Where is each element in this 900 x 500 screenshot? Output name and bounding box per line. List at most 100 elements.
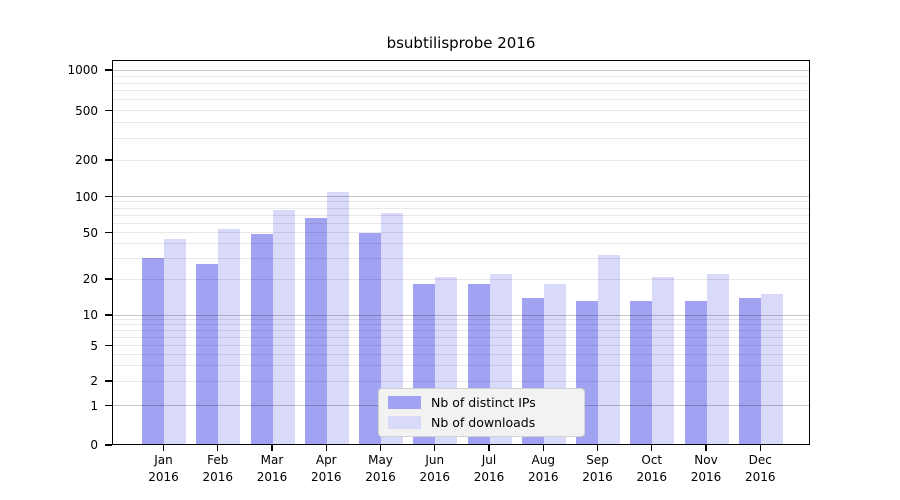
legend: Nb of distinct IPs Nb of downloads: [378, 388, 585, 437]
x-tick-mark: [162, 445, 165, 451]
x-tick-mark: [434, 445, 436, 451]
y-tick-mark: [105, 314, 112, 316]
bar-distinct-ips-apr: [304, 218, 327, 445]
gridline-minor: [113, 324, 809, 326]
bar-distinct-ips-jan: [142, 258, 164, 445]
x-tick-month: Jun: [425, 453, 445, 467]
y-tick-label: 2: [90, 374, 98, 388]
x-tick-label: Jun 2016: [405, 452, 465, 486]
gridline-minor: [113, 364, 809, 366]
bar-downloads-sep: [598, 255, 620, 445]
gridline-minor: [113, 243, 809, 245]
x-tick-month: Jan: [154, 453, 173, 467]
y-tick-label: 10: [82, 308, 98, 322]
x-tick-mark: [705, 445, 707, 451]
x-tick-month: Jul: [481, 453, 497, 467]
x-tick-label: Mar 2016: [242, 452, 302, 486]
x-tick-mark: [542, 445, 544, 451]
bar-distinct-ips-mar: [250, 233, 273, 445]
x-tick-label: Apr 2016: [296, 452, 356, 486]
x-tick-label: May 2016: [351, 452, 411, 486]
x-tick-mark: [596, 445, 599, 451]
x-tick-mark: [651, 445, 653, 451]
bar-distinct-ips-nov: [684, 301, 707, 445]
gridline-minor: [113, 330, 809, 332]
y-tick-label: 5: [90, 338, 98, 353]
bar-distinct-ips-oct: [630, 301, 653, 445]
x-tick-mark: [271, 445, 273, 451]
bar-distinct-ips-feb: [196, 263, 219, 445]
gridline-minor: [113, 99, 809, 101]
gridline-minor: [113, 380, 809, 382]
y-tick-mark: [105, 404, 112, 407]
x-tick-label: Aug 2016: [513, 452, 573, 486]
y-tick-label: 1: [90, 398, 98, 413]
gridline-minor: [113, 353, 809, 355]
y-tick-label: 50: [82, 225, 98, 240]
x-tick-year: 2016: [256, 470, 288, 484]
bar-downloads-dec: [760, 293, 783, 445]
chart-title: bsubtilisprobe 2016: [386, 34, 536, 52]
legend-label-distinct-ips: Nb of distinct IPs: [431, 395, 536, 410]
x-tick-month: Feb: [207, 453, 229, 467]
x-tick-label: Oct 2016: [622, 452, 682, 486]
gridline-minor: [113, 207, 809, 209]
y-tick-label: 500: [75, 103, 98, 118]
bar-distinct-ips-dec: [738, 297, 761, 445]
bar-distinct-ips-may: [359, 232, 381, 445]
gridline-minor: [113, 137, 809, 139]
x-tick-mark: [379, 445, 382, 451]
y-tick-label: 20: [82, 272, 98, 286]
x-tick-year: 2016: [310, 470, 342, 484]
x-tick-month: Nov: [694, 453, 718, 467]
x-tick-mark: [488, 445, 490, 451]
legend-label-downloads: Nb of downloads: [431, 415, 536, 430]
x-tick-year: 2016: [365, 470, 396, 484]
x-tick-year: 2016: [148, 470, 179, 484]
bar-downloads-apr: [326, 192, 349, 445]
gridline-minor: [113, 75, 809, 77]
x-tick-year: 2016: [744, 470, 776, 484]
x-tick-year: 2016: [419, 470, 451, 484]
bar-downloads-mar: [272, 210, 295, 445]
x-tick-month: Dec: [748, 453, 772, 467]
x-tick-label: Dec 2016: [730, 452, 790, 486]
y-tick-mark: [105, 159, 112, 161]
y-tick-mark: [105, 278, 112, 280]
bar-downloads-may: [381, 212, 403, 445]
x-tick-label: Sep 2016: [568, 452, 628, 486]
x-tick-month: May: [368, 453, 393, 467]
y-tick-mark: [105, 109, 112, 112]
legend-swatch-distinct-ips: [388, 396, 421, 409]
y-tick-mark: [105, 380, 112, 382]
gridline-minor: [113, 319, 809, 321]
gridline-major: [113, 196, 809, 197]
gridline-minor: [113, 345, 809, 346]
y-tick-mark: [105, 195, 112, 198]
x-tick-label: Jan 2016: [134, 452, 194, 486]
legend-entry-distinct-ips: Nb of distinct IPs: [388, 395, 575, 410]
x-tick-mark: [217, 445, 219, 451]
gridline-minor: [113, 222, 809, 224]
x-tick-year: 2016: [690, 470, 722, 484]
gridline-minor: [113, 201, 809, 203]
legend-entry-downloads: Nb of downloads: [388, 415, 575, 430]
x-tick-month: Apr: [315, 453, 337, 467]
y-tick-label: 100: [75, 189, 98, 204]
gridline-minor: [113, 159, 809, 161]
x-tick-month: Mar: [260, 453, 284, 467]
gridline-minor: [113, 336, 809, 338]
y-tick-label: 1000: [67, 63, 98, 77]
y-tick-mark: [105, 231, 112, 234]
bar-downloads-feb: [218, 228, 241, 445]
x-tick-month: Oct: [641, 453, 663, 467]
x-tick-year: 2016: [527, 470, 559, 484]
gridline-minor: [113, 82, 809, 84]
x-tick-label: Jul 2016: [459, 452, 519, 486]
gridline-minor: [113, 110, 809, 111]
x-tick-year: 2016: [636, 470, 668, 484]
bar-downloads-jan: [164, 238, 186, 445]
gridline-minor: [113, 90, 809, 92]
bar-downloads-nov: [706, 274, 729, 445]
